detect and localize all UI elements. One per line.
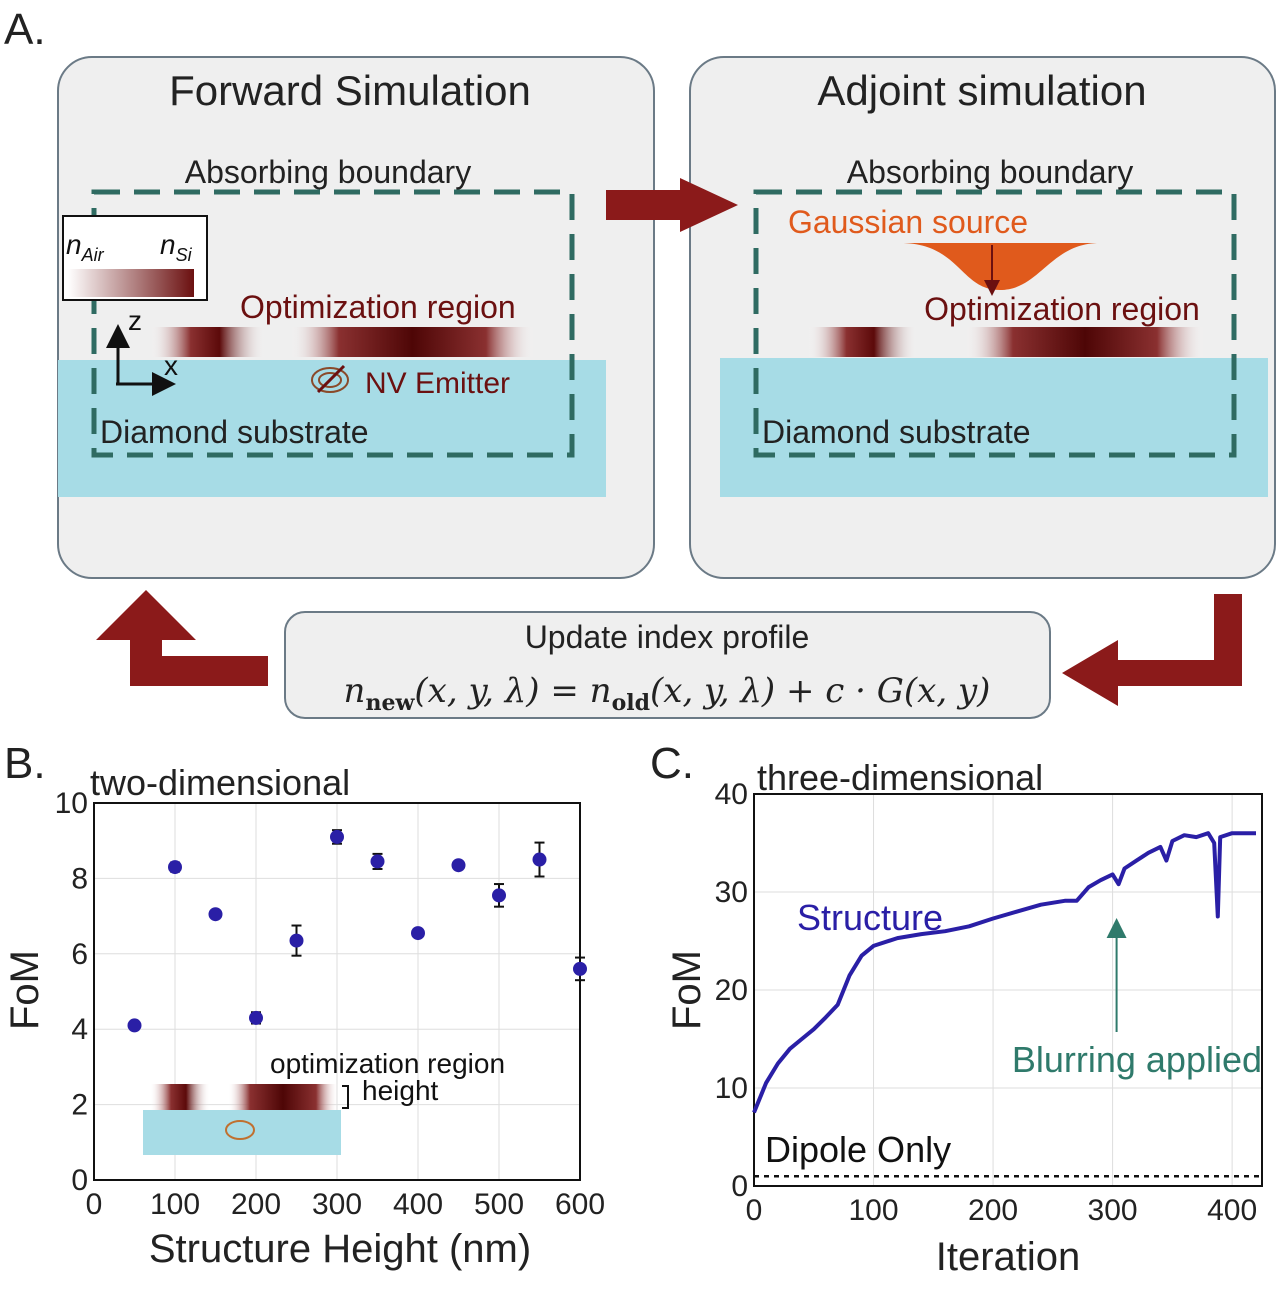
data-point bbox=[168, 860, 182, 875]
nv-emitter-label: NV Emitter bbox=[365, 367, 510, 400]
data-point bbox=[249, 1010, 263, 1025]
blurring-applied-label: Blurring applied bbox=[1012, 1039, 1262, 1080]
x-tick-label: 300 bbox=[1088, 1194, 1138, 1227]
data-point bbox=[208, 907, 223, 922]
axis-x-label: x bbox=[164, 350, 178, 381]
chart-c-title: three-dimensional bbox=[757, 757, 1043, 798]
forward-substrate-label: Diamond substrate bbox=[100, 414, 369, 450]
adjoint-to-update-arrow bbox=[1062, 594, 1242, 706]
data-point bbox=[289, 933, 304, 948]
inset-emitter-icon bbox=[225, 1120, 255, 1140]
legend-n-si: n bbox=[160, 229, 176, 260]
update-title: Update index profile bbox=[525, 619, 810, 655]
y-tick-label: 30 bbox=[715, 876, 748, 909]
panel-a-label: A. bbox=[4, 5, 46, 54]
adjoint-optimization-label: Optimization region bbox=[924, 291, 1200, 327]
chart-two-dimensional: 0 100 200 300 400 500 600 0 2 4 6 8 10two-dimensiona… bbox=[3, 762, 605, 1271]
x-tick-label: 0 bbox=[86, 1188, 103, 1221]
adjoint-absorbing-label: Absorbing boundary bbox=[847, 154, 1133, 190]
adjoint-opt-segment-2 bbox=[965, 327, 1205, 357]
data-point bbox=[492, 888, 506, 903]
inset-height-bracket bbox=[342, 1085, 349, 1109]
inset-opt-segment-2 bbox=[228, 1084, 338, 1110]
adjoint-substrate-label: Diamond substrate bbox=[762, 414, 1031, 450]
update-equation: nnew(x, y, λ) = nold(x, y, λ) + c · G(x,… bbox=[344, 671, 991, 716]
chart-b-xlabel: Structure Height (nm) bbox=[149, 1227, 531, 1271]
forward-absorbing-boundary bbox=[91, 189, 575, 458]
x-tick-label: 600 bbox=[555, 1188, 605, 1221]
y-tick-label: 6 bbox=[71, 938, 88, 971]
forward-absorbing-label: Absorbing boundary bbox=[185, 154, 471, 190]
x-tick-label: 400 bbox=[1207, 1194, 1257, 1227]
data-point bbox=[370, 854, 385, 869]
legend-si-sub: Si bbox=[176, 245, 193, 265]
y-tick-label: 10 bbox=[715, 1072, 748, 1105]
inset-label-line2: height bbox=[362, 1075, 439, 1106]
data-point bbox=[127, 1018, 142, 1033]
x-tick-label: 200 bbox=[231, 1188, 281, 1221]
inset-substrate bbox=[143, 1110, 341, 1155]
chart-c-xlabel: Iteration bbox=[936, 1235, 1081, 1279]
panel-c-label: C. bbox=[650, 739, 694, 788]
axes-icon: z x bbox=[106, 305, 178, 396]
structure-series-line bbox=[752, 831, 1256, 1114]
forward-optimization-label: Optimization region bbox=[240, 289, 516, 325]
panel-b-label: B. bbox=[4, 739, 46, 788]
svg-text:nAir: nAir bbox=[66, 229, 105, 265]
update-to-forward-arrow bbox=[96, 590, 268, 686]
forward-simulation-box: Forward Simulation Absorbing boundary nA… bbox=[57, 56, 655, 579]
adjoint-simulation-box: Adjoint simulation Absorbing boundary Ga… bbox=[689, 56, 1276, 579]
dipole-only-label: Dipole Only bbox=[765, 1129, 951, 1170]
y-tick-label: 20 bbox=[715, 974, 748, 1007]
y-tick-label: 0 bbox=[71, 1164, 88, 1197]
legend-n-air: n bbox=[66, 229, 82, 260]
chart-b-ylabel: FoM bbox=[3, 950, 47, 1030]
forward-title: Forward Simulation bbox=[169, 67, 531, 114]
plot-frame bbox=[93, 802, 581, 1181]
y-tick-label: 0 bbox=[731, 1170, 748, 1203]
svg-text:nSi: nSi bbox=[160, 229, 193, 265]
structure-series-label: Structure bbox=[797, 897, 943, 938]
forward-opt-segment-2 bbox=[290, 327, 535, 357]
x-tick-label: 100 bbox=[848, 1194, 898, 1227]
data-point bbox=[451, 858, 466, 873]
y-tick-label: 8 bbox=[71, 862, 88, 895]
y-tick-label: 10 bbox=[55, 787, 88, 820]
x-tick-label: 500 bbox=[474, 1188, 524, 1221]
y-tick-label: 40 bbox=[715, 778, 748, 811]
data-point bbox=[330, 829, 344, 844]
forward-opt-segment-1 bbox=[150, 327, 266, 357]
chart-c-ylabel: FoM bbox=[665, 950, 709, 1030]
adjoint-absorbing-boundary bbox=[753, 189, 1237, 458]
inset-opt-segment-1 bbox=[150, 1084, 210, 1110]
y-tick-label: 4 bbox=[71, 1013, 88, 1046]
adjoint-substrate bbox=[720, 358, 1268, 497]
x-tick-label: 100 bbox=[150, 1188, 200, 1221]
index-colorbar bbox=[68, 269, 194, 297]
nv-emitter-icon bbox=[311, 364, 349, 394]
chart-three-dimensional: 0 100 200 300 400 0 10 20 30 40 three-dimensional I… bbox=[665, 757, 1263, 1279]
x-tick-label: 400 bbox=[393, 1188, 443, 1221]
forward-to-adjoint-arrow bbox=[606, 178, 738, 232]
adjoint-opt-segment-1 bbox=[808, 327, 918, 357]
update-index-box: Update index profile nnew(x, y, λ) = nol… bbox=[284, 611, 1051, 719]
data-point bbox=[573, 961, 587, 976]
x-tick-label: 300 bbox=[312, 1188, 362, 1221]
plot-frame bbox=[753, 793, 1263, 1187]
y-tick-label: 2 bbox=[71, 1089, 88, 1122]
adjoint-title: Adjoint simulation bbox=[817, 67, 1146, 114]
data-point bbox=[411, 926, 425, 941]
chart-b-title: two-dimensional bbox=[90, 762, 350, 803]
inset-label-line1: optimization region bbox=[270, 1048, 505, 1079]
legend-air-sub: Air bbox=[81, 245, 105, 265]
x-tick-label: 0 bbox=[746, 1194, 763, 1227]
gaussian-source-label: Gaussian source bbox=[788, 204, 1028, 240]
axis-z-label: z bbox=[128, 305, 142, 336]
data-point bbox=[532, 852, 547, 867]
x-tick-label: 200 bbox=[968, 1194, 1018, 1227]
